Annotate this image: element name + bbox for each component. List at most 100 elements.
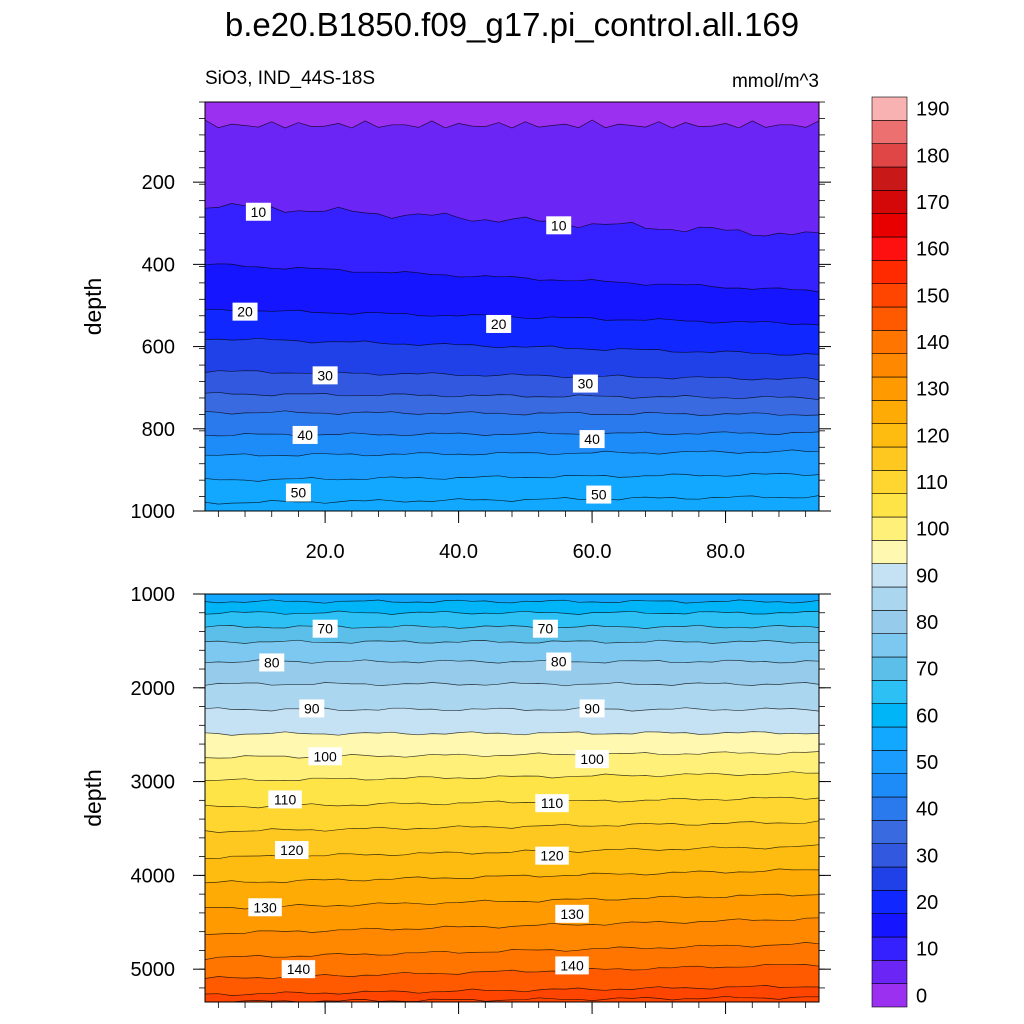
contour-label-box [535,794,569,813]
contour-line [204,599,820,604]
y-tick-label: 4000 [131,865,176,887]
colorbar-swatch [871,213,908,238]
x-tick-label: 60.0 [573,541,612,563]
contour-label: 100 [313,748,337,764]
colorbar-swatch [871,843,908,868]
y-tick-label: 3000 [131,772,176,794]
contour-line [204,893,820,910]
colorbar-swatch [871,936,908,961]
colorbar-swatch [871,470,908,494]
colorbar-label: 130 [916,379,949,401]
colorbar-label: 120 [916,425,949,447]
colorbar-swatch [871,143,908,168]
colorbar-swatch [871,446,908,471]
colorbar-swatch [871,493,908,518]
colorbar-label: 10 [916,939,938,961]
colorbar-label: 70 [916,659,938,681]
contour-label: 120 [280,842,304,858]
contour-line [204,337,820,356]
upper-panel: 10 10 20 20 30 30 40 40 50 50 200 400 600 800 1000 20.0… [80,101,831,563]
contour-label: 140 [287,961,311,977]
contour-label-box [245,202,271,221]
contour-line [204,985,820,996]
colorbar-label: 180 [916,145,949,167]
contour-label: 80 [551,654,567,670]
contour-line [204,731,820,736]
contour-fill-band [205,495,819,511]
contour-label-box [232,302,258,321]
colorbar-swatch [871,376,908,401]
contour-label-box [555,904,589,923]
contour-label: 100 [580,751,604,767]
units-label: mmol/m^3 [732,71,819,92]
colorbar-label: 80 [916,612,938,634]
contour-label: 40 [584,431,600,447]
contour-label: 120 [540,848,564,864]
colorbar-swatch [871,820,908,844]
colorbar-swatch [871,726,908,751]
colorbar-swatch [871,703,908,728]
contour-line [204,917,820,935]
y-axis-title: depth [80,769,106,827]
contour-label-box [281,960,316,979]
colorbar-label: 110 [916,472,948,494]
colorbar-swatch [871,750,908,774]
contour-label: 50 [291,485,307,501]
y-tick-label: 400 [142,254,175,276]
colorbar-swatch [871,283,908,308]
contour-label-box [299,699,325,718]
colorbar-swatch [871,166,908,191]
contour-label: 140 [560,957,584,973]
colorbar-swatch [871,656,908,681]
y-tick-label: 2000 [131,678,176,700]
colorbar-swatch [871,353,908,378]
colorbar-swatch [871,960,908,984]
y-axis-title: depth [80,278,106,336]
colorbar-swatch [871,236,908,261]
contour-line [204,119,820,129]
contour-label-box [546,652,572,671]
y-tick-label: 600 [142,337,175,359]
contour-line [204,681,820,687]
contour-line [204,370,820,381]
contour-label: 50 [591,487,607,503]
colorbar: 0 10 20 30 40 50 60 70 80 90 100 110 120 130 140 150 160… [871,96,949,1007]
contour-line [204,308,820,326]
lower-panel: 70 70 80 80 90 90 100 100 110 110 120 120 130 130 140 1… [80,584,831,1014]
contour-line [204,796,820,809]
colorbar-swatch [871,680,908,704]
contour-label: 70 [317,621,333,637]
colorbar-label: 0 [916,985,927,1007]
colorbar-label: 140 [916,332,949,354]
variable-label: SiO3, IND_44S-18S [205,68,375,89]
contour-line [204,751,820,759]
colorbar-swatch [871,773,908,798]
colorbar-swatch [871,423,908,448]
colorbar-label: 150 [916,285,949,307]
y-tick-label: 5000 [131,959,176,981]
colorbar-swatch [871,260,908,284]
colorbar-swatch [871,563,908,588]
contour-label-box [292,425,318,444]
contour-line [204,639,820,644]
contour-line [204,203,820,237]
contour-label-box [486,314,512,333]
colorbar-label: 20 [916,892,938,914]
contour-line [204,624,820,629]
colorbar-swatch [871,610,908,634]
colorbar-swatch [871,890,908,914]
contour-label-box [259,653,285,672]
y-tick-label: 200 [142,172,175,194]
colorbar-label: 100 [916,519,949,541]
contour-label: 90 [304,700,320,716]
contour-label: 40 [297,427,313,443]
contour-label: 10 [251,204,267,220]
y-tick-label: 1000 [131,584,176,606]
colorbar-label: 50 [916,752,938,774]
contour-line [204,263,820,293]
colorbar-swatch [871,330,908,354]
contour-label: 10 [551,217,567,233]
colorbar-swatch [871,96,908,121]
contour-label-box [546,216,572,235]
x-tick-label: 20.0 [306,541,345,563]
